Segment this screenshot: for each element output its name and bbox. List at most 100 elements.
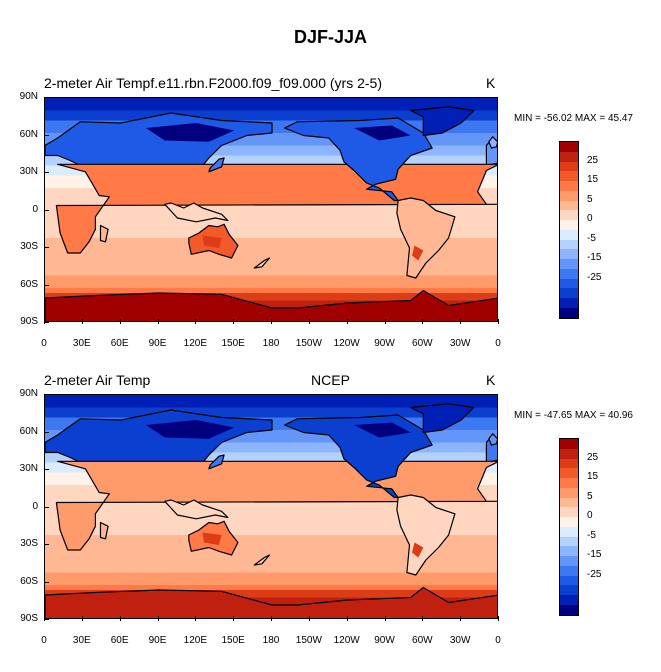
colorbar-swatch xyxy=(560,210,578,221)
colorbar-swatch xyxy=(560,308,578,318)
temperature-band xyxy=(45,590,497,598)
units-label: K xyxy=(486,372,496,388)
warm-core xyxy=(202,235,222,248)
min-max-readout: MIN = -56.02 MAX = 45.47 xyxy=(514,113,633,124)
max-value: MAX = 40.96 xyxy=(574,410,633,421)
lon-tick xyxy=(44,319,45,324)
colorbar-swatch xyxy=(560,200,578,211)
map-svg xyxy=(45,98,497,321)
lon-tick-label: 150E xyxy=(221,338,245,349)
lon-tick-label: 60E xyxy=(110,635,129,646)
min-value: MIN = -47.65 xyxy=(514,410,573,421)
lon-tick xyxy=(384,319,386,324)
lon-tick-label: 0 xyxy=(495,635,501,646)
landmass-madagascar xyxy=(99,224,109,243)
colorbar-swatch xyxy=(560,507,578,518)
colorbar-swatch xyxy=(560,220,578,230)
landmass-japan xyxy=(208,157,225,173)
landmass-uk xyxy=(488,433,497,446)
lon-tick xyxy=(308,616,310,621)
temperature-band xyxy=(45,395,497,408)
lon-tick xyxy=(346,319,348,324)
landmass-antarctica xyxy=(45,289,497,321)
lat-tick-label: 0 xyxy=(32,500,38,512)
colorbar-swatch xyxy=(560,468,578,479)
min-max-readout: MIN = -47.65 MAX = 40.96 xyxy=(514,410,633,421)
temperature-band xyxy=(45,555,497,573)
colorbar-swatch xyxy=(560,161,578,172)
lat-tick xyxy=(44,247,49,248)
temperature-band xyxy=(45,442,497,453)
colorbar-swatch xyxy=(560,439,578,449)
temperature-band xyxy=(45,535,497,555)
map-panel-ncep: 2-meter Air Temp NCEP K MIN = -47.65 MAX… xyxy=(0,372,661,672)
temperature-band xyxy=(45,275,497,288)
lon-tick-label: 180 xyxy=(262,338,280,349)
cold-core xyxy=(145,420,235,439)
colorbar-label: 5 xyxy=(587,490,593,502)
lon-tick xyxy=(271,616,272,621)
figure-title: DJF-JJA xyxy=(293,27,368,47)
lat-tick xyxy=(44,581,49,583)
landmass-indonesia xyxy=(164,202,229,223)
colorbar-swatch xyxy=(560,536,578,547)
colorbar-label: 15 xyxy=(587,471,599,483)
landmass-nz xyxy=(253,554,271,566)
lon-tick xyxy=(195,319,197,324)
lon-tick xyxy=(384,616,386,621)
temperature-band xyxy=(45,258,497,276)
lat-tick-label: 60N xyxy=(19,425,38,437)
lon-tick-label: 120W xyxy=(333,635,360,646)
colorbar-swatch xyxy=(560,595,578,606)
temperature-band xyxy=(45,293,497,301)
lat-tick-label: 90N xyxy=(19,388,38,399)
lon-tick-label: 180 xyxy=(262,635,280,646)
lon-tick-label: 0 xyxy=(41,635,47,646)
lon-tick-label: 90E xyxy=(148,338,167,349)
landmass-samerica xyxy=(396,494,456,576)
temperature-band xyxy=(45,220,497,238)
lon-tick-label: 60E xyxy=(110,338,129,349)
landmass-africa xyxy=(55,163,497,254)
colorbar-swatch xyxy=(560,478,578,488)
colorbar-swatch xyxy=(560,151,578,162)
landmass-namerica xyxy=(284,414,433,499)
landmass-japan xyxy=(208,454,225,470)
colorbar-label: 15 xyxy=(587,174,599,186)
lon-tick xyxy=(233,319,235,324)
lon-tick xyxy=(157,616,159,621)
lon-tick-label: 90W xyxy=(374,338,395,349)
lon-tick xyxy=(157,319,159,324)
lat-tick-label: 90S xyxy=(20,613,38,624)
lon-tick xyxy=(44,616,45,621)
lon-tick xyxy=(81,319,83,324)
lon-tick xyxy=(422,616,424,621)
colorbar-label: 0 xyxy=(587,510,593,522)
colorbar-swatch xyxy=(560,526,578,537)
landmass-antarctica xyxy=(45,586,497,618)
landmass-greenland xyxy=(410,403,475,434)
lat-tick-label: 30N xyxy=(19,463,38,474)
colorbar xyxy=(559,438,579,616)
landmass-uk xyxy=(488,136,497,149)
lat-tick-label: 90S xyxy=(20,316,38,327)
lat-tick-label: 60S xyxy=(20,575,38,587)
map-panel-model: 2-meter Air Tempf.e11.rbn.F2000.f09_f09.… xyxy=(0,75,661,375)
landmass-madagascar xyxy=(99,521,109,540)
cold-core xyxy=(145,123,235,142)
max-value: MAX = 45.47 xyxy=(574,113,633,124)
colorbar-swatch xyxy=(560,556,578,566)
lon-tick-label: 60W xyxy=(412,338,433,349)
warm-core xyxy=(202,532,222,545)
colorbar-label: 25 xyxy=(587,451,599,463)
colorbar-swatch xyxy=(560,298,578,309)
lon-tick-label: 0 xyxy=(41,338,47,349)
lat-tick xyxy=(44,506,49,508)
colorbar-swatch xyxy=(560,259,578,269)
lon-tick-label: 120E xyxy=(183,635,207,646)
colorbar-label: -5 xyxy=(587,232,596,244)
temperature-band xyxy=(45,300,497,311)
lat-tick xyxy=(44,134,49,136)
lat-tick-label: 60S xyxy=(20,278,38,290)
colorbar-swatch xyxy=(560,278,578,289)
